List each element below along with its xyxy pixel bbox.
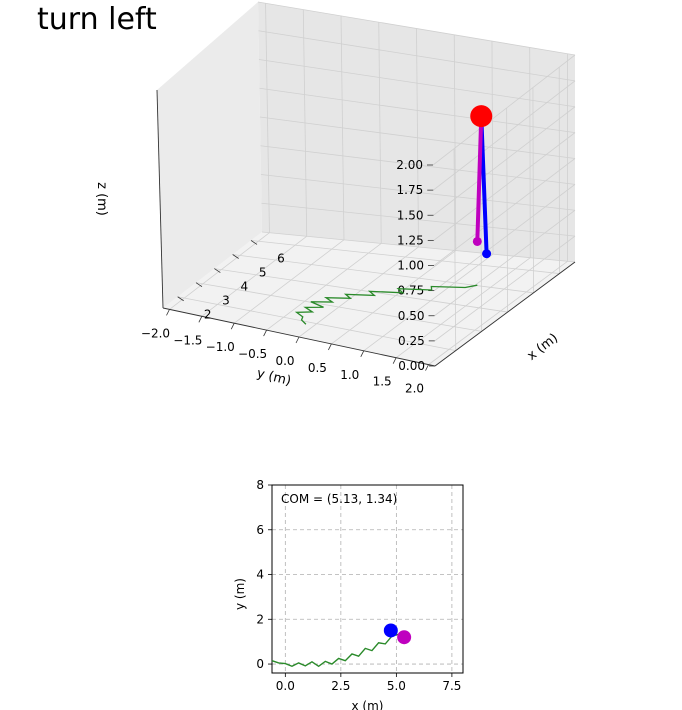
y-tick-label: 8 bbox=[256, 478, 264, 492]
z-tick-label: 1.00 bbox=[397, 259, 424, 273]
grid-line bbox=[434, 184, 576, 291]
z-axis-line bbox=[156, 89, 164, 309]
grid-line bbox=[298, 246, 419, 338]
y-tick-label: 2 bbox=[256, 612, 264, 626]
y-tick-label: 6 bbox=[256, 523, 264, 537]
y-tick-label: 4 bbox=[256, 568, 264, 582]
y-tick bbox=[263, 329, 267, 337]
grid-line bbox=[434, 209, 576, 317]
x-tick-label: 2 bbox=[204, 308, 212, 322]
grid-line bbox=[433, 158, 576, 266]
x-tick-label: 2.5 bbox=[331, 679, 350, 693]
grid-line bbox=[257, 1, 576, 56]
y-tick-label: 1.5 bbox=[373, 375, 392, 389]
x-tick-label: 4 bbox=[241, 280, 249, 294]
y-axis-label: y (m) bbox=[255, 366, 292, 389]
com-trajectory-2d bbox=[271, 633, 400, 668]
y-tick bbox=[392, 357, 397, 364]
grid-line bbox=[233, 239, 345, 324]
x-tick-label: 0.0 bbox=[276, 679, 295, 693]
grid-line bbox=[432, 54, 576, 166]
com-marker-3d bbox=[470, 105, 493, 128]
left-foot-2d bbox=[383, 623, 398, 638]
plot-area-2d bbox=[272, 485, 463, 673]
y-tick bbox=[328, 343, 332, 351]
z-axis-label: z (m) bbox=[94, 182, 109, 216]
y-tick-label: 2.0 bbox=[405, 382, 424, 396]
grid-line bbox=[434, 235, 576, 342]
grid-line bbox=[258, 30, 576, 82]
z-tick-label: 2.00 bbox=[396, 158, 423, 172]
right-leg-3d bbox=[475, 116, 484, 242]
grid-line bbox=[261, 231, 576, 263]
x-tick bbox=[177, 296, 184, 302]
y-tick-label: −1.5 bbox=[173, 333, 202, 347]
y-axis-label: y (m) bbox=[233, 578, 247, 610]
y-tick-label: 0.5 bbox=[308, 361, 327, 375]
grid-line bbox=[259, 87, 576, 134]
grid-line bbox=[395, 257, 531, 359]
y-tick bbox=[295, 336, 300, 344]
z-tick-label: 0.50 bbox=[398, 309, 425, 323]
grid-line bbox=[433, 132, 576, 241]
z-tick-label: 1.50 bbox=[397, 208, 424, 222]
x-tick bbox=[195, 282, 203, 287]
grid-line bbox=[331, 250, 457, 345]
right-foot-2d bbox=[397, 630, 412, 645]
grid-line bbox=[169, 232, 270, 310]
grid-line bbox=[261, 202, 576, 237]
y-tick bbox=[360, 350, 365, 357]
x-axis-label: x (m) bbox=[352, 699, 384, 710]
x-tick bbox=[250, 240, 258, 245]
grid-line bbox=[260, 174, 576, 211]
com-trail-3d bbox=[294, 284, 478, 325]
x-tick bbox=[232, 254, 239, 259]
grid-line bbox=[201, 235, 307, 317]
grid-line bbox=[260, 145, 576, 185]
x-axis-line bbox=[434, 261, 576, 367]
y-tick-label: 0 bbox=[256, 657, 264, 671]
x-axis-label: x (m) bbox=[525, 331, 562, 364]
y-tick-label: −2.0 bbox=[141, 326, 170, 340]
grid-line bbox=[363, 253, 494, 352]
left-foot-3d bbox=[482, 249, 492, 259]
back-pane-x bbox=[258, 2, 575, 262]
x-tick-label: 5 bbox=[259, 266, 267, 280]
y-tick bbox=[166, 309, 170, 316]
com-annotation: COM = (5.13, 1.34) bbox=[281, 492, 397, 506]
right-foot-3d bbox=[472, 236, 482, 246]
z-tick-label: 1.25 bbox=[397, 233, 424, 247]
grid-line bbox=[433, 106, 576, 216]
grid-line bbox=[433, 80, 576, 191]
x-tick-label: 6 bbox=[277, 251, 285, 265]
chart-2d: 0.0 2.5 5.0 7.5 0 2 4 6 8 x (m) y (m) COM = (5.13, … bbox=[233, 478, 464, 710]
x-tick-label: 5.0 bbox=[387, 679, 406, 693]
y-tick bbox=[198, 316, 203, 323]
z-tick-label: 0.75 bbox=[398, 284, 425, 298]
y-tick-label: 1.0 bbox=[340, 368, 359, 382]
grid-line bbox=[258, 59, 576, 108]
y-tick-label: −1.0 bbox=[206, 340, 235, 354]
y-tick bbox=[425, 364, 429, 371]
x-tick bbox=[214, 268, 221, 273]
back-pane-y bbox=[157, 2, 262, 308]
grid-line bbox=[428, 260, 568, 365]
z-tick-label: 0.00 bbox=[398, 359, 425, 373]
plot-frame-2d bbox=[271, 484, 464, 674]
x-tick-label: 3 bbox=[222, 294, 230, 308]
x-tick-label: 7.5 bbox=[442, 679, 461, 693]
z-tick-label: 1.75 bbox=[397, 183, 424, 197]
grid-line bbox=[266, 243, 382, 331]
grid-line bbox=[259, 116, 576, 159]
y-tick bbox=[230, 323, 235, 330]
figure-title: turn left bbox=[37, 2, 157, 37]
y-tick-label: 0.0 bbox=[275, 354, 294, 368]
y-tick-label: −0.5 bbox=[238, 347, 267, 361]
z-tick-label: 0.25 bbox=[398, 334, 425, 348]
